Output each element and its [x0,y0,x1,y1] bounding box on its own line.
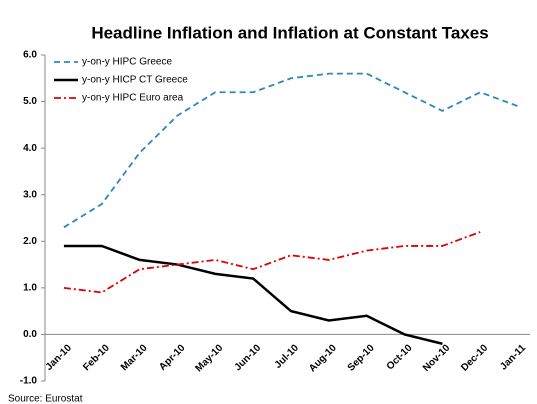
x-tick-label: Apr-10 [157,342,187,372]
series-line [63,72,519,229]
y-tick-label: 1.0 [23,282,37,293]
x-tick-label: Jul-10 [273,342,302,371]
x-tick-label: Jun-10 [233,342,264,373]
series-line [63,231,481,294]
y-tick-label: 0.0 [23,329,37,340]
legend-label: y-on-y HIPC Greece [82,57,172,68]
x-tick-label: May-10 [194,342,226,374]
y-tick-label: 4.0 [23,143,37,154]
y-tick-label: 2.0 [23,236,37,247]
y-tick-label: 5.0 [23,96,37,107]
x-tick-label: Jan-10 [44,342,74,372]
y-tick-label: 3.0 [23,189,37,200]
x-tick-label: Aug-10 [307,342,339,374]
x-tick-label: Feb-10 [81,342,112,373]
x-tick-label: Jan-11 [498,342,528,372]
x-tick-label: Nov-10 [421,342,453,374]
series-line [63,244,443,345]
legend-label: y-on-y HICP CT Greece [82,75,188,86]
x-tick-label: Dec-10 [459,342,490,373]
y-tick-label: -1.0 [20,376,38,387]
chart-title: Headline Inflation and Inflation at Cons… [91,23,488,42]
source-note: Source: Eurostat [8,394,83,404]
x-tick-label: Oct-10 [385,342,415,372]
x-tick-label: Mar-10 [119,342,150,373]
x-tick-label: Sep-10 [346,342,377,373]
y-tick-label: 6.0 [23,50,37,61]
legend-label: y-on-y HIPC Euro area [82,93,184,104]
